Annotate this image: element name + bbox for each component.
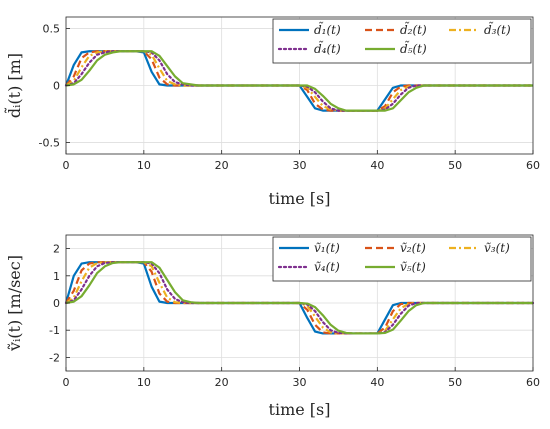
x-tick-label: 30 [293, 376, 307, 389]
y-tick-label: 2 [53, 243, 60, 256]
legend-entry-2: ṽ₂(t) [400, 241, 426, 255]
x-tick-label: 30 [293, 159, 307, 172]
legend-entry-1: d̃₁(t) [314, 21, 341, 37]
y-tick-label: 0 [53, 80, 60, 93]
legend: ṽ₁(t) ṽ₂(t) ṽ₃(t) ṽ₄(t) ṽ₅(t) [272, 236, 532, 282]
x-tick-label: 20 [215, 159, 229, 172]
y-tick-label: 1 [53, 270, 60, 283]
legend-entry-5: ṽ₅(t) [400, 260, 426, 274]
y-tick-label: 0 [53, 297, 60, 310]
x-tick-label: 0 [63, 159, 70, 172]
x-tick-label: 50 [448, 376, 462, 389]
x-axis-label: time [s] [269, 189, 331, 208]
legend-entry-4: ṽ₄(t) [314, 260, 340, 274]
y-tick-label: -0.5 [39, 137, 60, 150]
x-tick-label: 10 [137, 376, 151, 389]
x-tick-label: 10 [137, 159, 151, 172]
legend-box [272, 18, 532, 64]
x-tick-label: 20 [215, 376, 229, 389]
y-axis-label: d̃ᵢ(t) [m] [4, 53, 24, 118]
legend-entry-3: d̃₃(t) [484, 21, 511, 37]
x-tick-label: 50 [448, 159, 462, 172]
y-tick-label: -1 [49, 324, 60, 337]
legend-entry-1: ṽ₁(t) [314, 241, 340, 255]
legend-entry-2: d̃₂(t) [400, 21, 427, 37]
legend: d̃₁(t) d̃₂(t) d̃₃(t) d̃₄(t) d̃₅(t) [272, 18, 532, 64]
x-axis-label: time [s] [269, 400, 331, 419]
legend-entry-4: d̃₄(t) [314, 40, 341, 56]
legend-box [272, 236, 532, 282]
series-line-5 [65, 50, 533, 112]
chart-velocity-error: 0 10 20 30 40 50 60 -2 -1 0 1 2 time [s] ṽᵢ(t) [m/sec… [5, 234, 540, 419]
series-line-5 [65, 261, 533, 335]
y-tick-label: -2 [49, 351, 60, 364]
x-tick-label: 40 [370, 376, 384, 389]
y-tick-label: 0.5 [43, 22, 61, 35]
legend-entry-3: ṽ₃(t) [484, 241, 510, 255]
x-tick-label: 40 [370, 159, 384, 172]
y-axis-label: ṽᵢ(t) [m/sec] [5, 255, 24, 352]
x-tick-label: 60 [526, 376, 540, 389]
x-tick-label: 60 [526, 159, 540, 172]
legend-entry-5: d̃₅(t) [400, 40, 427, 56]
x-tick-label: 0 [63, 376, 70, 389]
